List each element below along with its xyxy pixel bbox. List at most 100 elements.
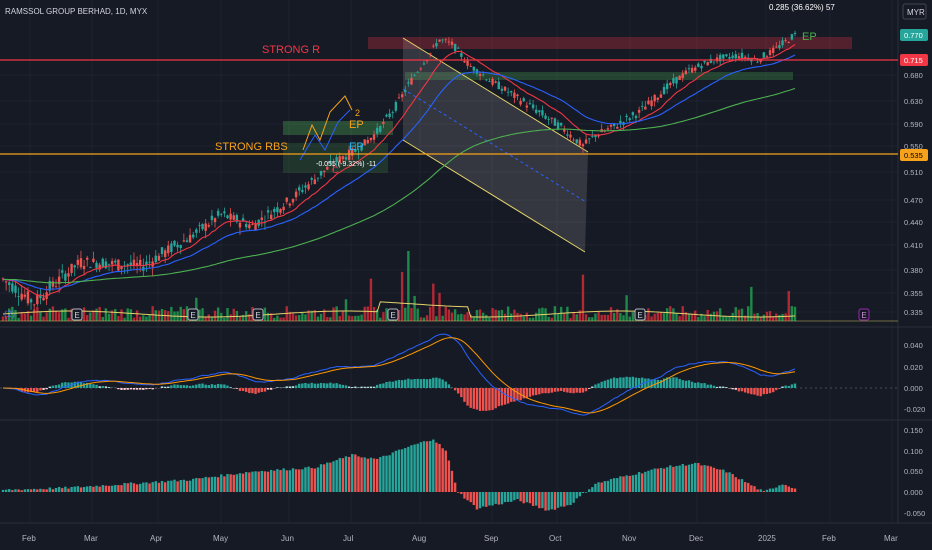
volume-bar: [98, 306, 101, 321]
osc-hist-bar: [588, 489, 591, 492]
osc-hist-bar: [457, 492, 460, 493]
osc-hist-bar: [622, 476, 625, 492]
grid-lines: [0, 0, 898, 523]
candle-body: [438, 39, 441, 42]
candle-body: [700, 65, 703, 69]
oscillator-axis[interactable]: 0.150 0.100 0.050 0.000 -0.050: [904, 426, 925, 518]
osc-hist-bar: [447, 460, 451, 492]
event-marker[interactable]: [187, 308, 199, 321]
time-tick-label: Sep: [484, 534, 499, 543]
candle-body: [510, 91, 513, 93]
event-marker[interactable]: [71, 308, 83, 321]
osc-hist-bar: [397, 449, 401, 492]
volume-bar: [690, 313, 694, 321]
volume-bar: [734, 307, 737, 321]
macd-hist-bar: [95, 384, 98, 388]
macd-hist-bar: [400, 380, 404, 388]
osc-hist-bar: [563, 492, 566, 507]
macd-hist-bar: [475, 388, 479, 410]
volume-bar: [344, 299, 348, 321]
event-marker[interactable]: [252, 308, 264, 321]
macd-hist-bar: [522, 388, 525, 399]
macd-hist-bar: [510, 388, 513, 402]
osc-hist-bar: [438, 443, 441, 492]
candle-body: [132, 259, 136, 266]
time-axis[interactable]: Feb Mar Apr May Jun Jul Aug Sep Oct Nov Dec 2025 Feb…: [22, 534, 898, 543]
osc-hist-bar: [731, 474, 734, 492]
volume-bar: [737, 309, 741, 321]
strong-r-label: STRONG R: [262, 44, 320, 56]
volume-bar: [400, 271, 404, 321]
osc-hist-bar: [478, 492, 482, 509]
osc-hist-bar: [400, 449, 404, 492]
price-tick-label: 0.510: [904, 168, 923, 177]
osc-hist-bar: [14, 489, 17, 492]
macd-hist-bar: [793, 383, 797, 388]
ema-fast-line: [2, 44, 796, 297]
osc-hist-bar: [89, 486, 92, 492]
currency-button[interactable]: [902, 3, 927, 20]
candle-body: [793, 32, 797, 35]
wave-zigzag: [302, 95, 353, 151]
macd-hist-bar: [254, 388, 257, 394]
volume-bar: [762, 314, 766, 321]
macd-hist-bar: [76, 381, 80, 388]
candle-body: [407, 82, 410, 84]
osc-hist-bar: [148, 483, 151, 492]
osc-hist-bar: [463, 492, 466, 499]
volume-bar: [469, 314, 472, 321]
macd-hist-bar: [29, 388, 33, 393]
candle-body: [145, 261, 148, 266]
volume-bar: [273, 317, 276, 321]
macd-axis[interactable]: 0.040 0.020 0.000 -0.020: [904, 341, 925, 414]
candle-body: [176, 244, 179, 248]
candle-body: [516, 94, 519, 97]
osc-hist-bar: [201, 478, 204, 492]
macd-hist-bar: [737, 388, 741, 392]
candle-body: [432, 45, 435, 47]
macd-hist-bar: [413, 379, 416, 388]
candle-body: [584, 139, 588, 144]
strong-rbs-label: STRONG RBS: [215, 141, 288, 153]
candle-body: [379, 126, 382, 132]
candle-body: [185, 240, 189, 243]
volume-bar: [497, 310, 500, 321]
volume-bar: [298, 315, 301, 321]
volume-bar: [575, 314, 578, 321]
macd-hist-bar: [98, 386, 101, 388]
osc-hist-bar: [291, 468, 295, 492]
candle-body: [372, 134, 376, 140]
macd-hist-bar: [428, 378, 432, 388]
candle-body: [790, 34, 794, 40]
osc-hist-bar: [469, 492, 472, 503]
osc-hist-bar: [472, 492, 476, 505]
macd-hist-bar: [662, 378, 666, 388]
macd-hist-bar: [665, 377, 669, 388]
volume-bar: [572, 312, 575, 321]
volume-bar: [89, 312, 92, 321]
candle-body: [366, 139, 370, 144]
osc-hist-bar: [238, 473, 242, 492]
event-marker[interactable]: [634, 308, 646, 321]
candle-body: [14, 285, 17, 293]
osc-hist-bar: [413, 444, 416, 492]
macd-hist-bar: [307, 383, 310, 388]
candle-body: [129, 262, 133, 266]
macd-hist-bar: [198, 383, 201, 388]
candle-body: [257, 219, 260, 226]
candle-body: [207, 225, 210, 227]
volume-bar: [563, 313, 566, 321]
volume-bar: [722, 316, 725, 321]
event-marker[interactable]: [387, 308, 399, 321]
osc-hist-bar: [223, 476, 226, 492]
osc-hist-bar: [192, 478, 195, 492]
event-marker[interactable]: [858, 308, 870, 321]
osc-hist-bar: [79, 487, 83, 492]
macd-hist-bar: [466, 388, 469, 406]
candle-body: [631, 112, 635, 116]
macd-hist-bar: [703, 383, 706, 388]
volume-bar: [382, 312, 385, 321]
osc-hist-bar: [220, 474, 223, 492]
